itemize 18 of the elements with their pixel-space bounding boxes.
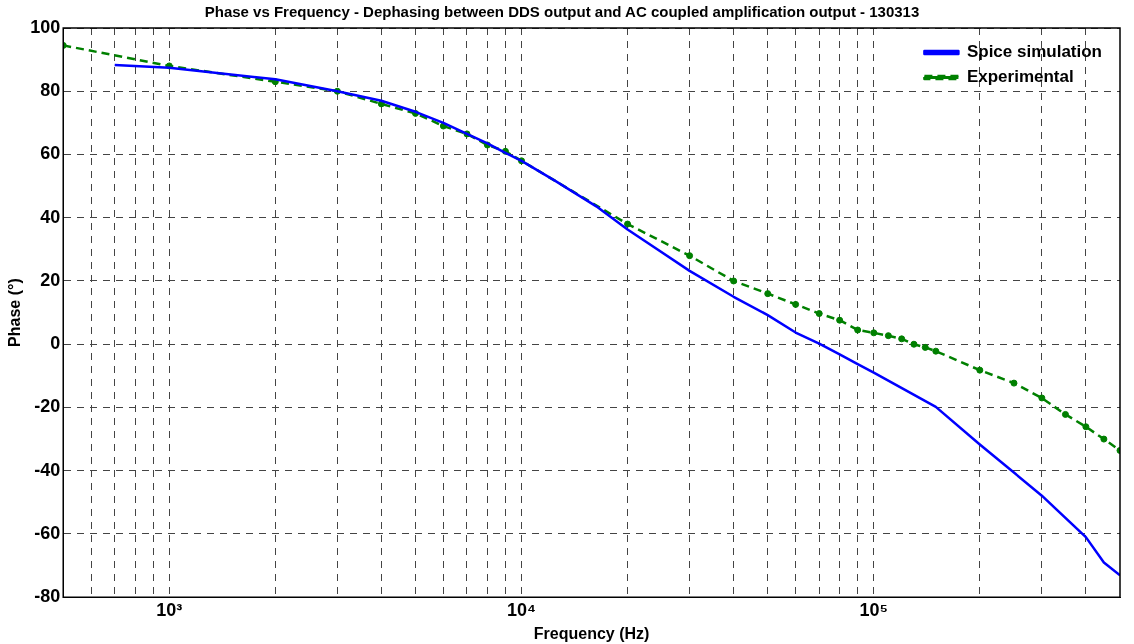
x-tick-label: 10⁵ — [859, 599, 889, 620]
y-tick-label: -80 — [34, 586, 61, 607]
y-tick-label: 0 — [50, 333, 61, 354]
y-tick-label: 80 — [40, 80, 61, 101]
y-tick-label: 60 — [40, 143, 61, 164]
y-tick-label: -40 — [34, 459, 61, 480]
y-tick-label: 40 — [40, 206, 61, 227]
y-axis-title: Phase (°) — [6, 278, 24, 347]
legend-label: Spice simulation — [966, 42, 1103, 62]
y-tick-label: -60 — [34, 522, 61, 543]
legend-label: Experimental — [966, 67, 1074, 87]
x-axis-title: Frequency (Hz) — [533, 624, 650, 642]
y-tick-label: 20 — [40, 269, 61, 290]
x-tick-label: 10⁴ — [507, 599, 536, 620]
x-tick-label: 10³ — [156, 599, 183, 620]
y-tick-label: 100 — [30, 16, 61, 37]
chart-title: Phase vs Frequency - Dephasing between DDS output and AC coupled amplification output - 130313 — [204, 3, 920, 21]
y-tick-label: -20 — [34, 396, 61, 417]
